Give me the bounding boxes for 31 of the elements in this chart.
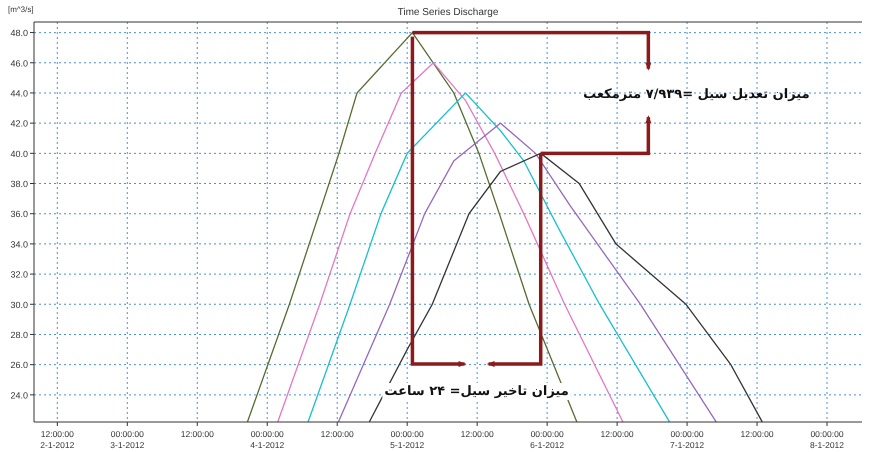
x-tick-label: 00:00:00 7-1-2012 bbox=[670, 429, 704, 450]
x-tick-label: 00:00:00 4-1-2012 bbox=[250, 429, 285, 450]
y-tick-label: 46.0 bbox=[10, 58, 28, 68]
x-tick-label: 00:00:00 8-1-2012 bbox=[810, 429, 844, 450]
y-tick-label: 30.0 bbox=[10, 300, 28, 310]
y-axis-title: [m^3/s] bbox=[8, 5, 34, 14]
y-tick-label: 28.0 bbox=[10, 330, 28, 340]
y-tick-label: 32.0 bbox=[10, 270, 28, 280]
chart-title: Time Series Discharge bbox=[398, 7, 499, 18]
x-tick-label: 12:00:00 bbox=[460, 429, 494, 439]
annotation: میزان تاخیر سیل= ۲۴ ساعت bbox=[384, 384, 569, 399]
x-tick-label: 12:00:00 bbox=[180, 429, 214, 439]
y-tick-label: 34.0 bbox=[10, 239, 28, 250]
y-tick-label: 38.0 bbox=[10, 179, 28, 190]
x-tick-label: 00:00:00 5-1-2012 bbox=[390, 429, 424, 450]
x-tick-label: 00:00:00 6-1-2012 bbox=[530, 429, 564, 450]
y-tick-label: 48.0 bbox=[10, 28, 28, 38]
y-tick-label: 26.0 bbox=[10, 360, 28, 370]
y-tick-label: 40.0 bbox=[10, 148, 28, 159]
y-tick-label: 42.0 bbox=[10, 118, 28, 129]
line-series bbox=[246, 32, 578, 423]
x-tick-label: 12:00:00 2-1-2012 bbox=[40, 429, 75, 450]
x-tick-label: 00:00:00 3-1-2012 bbox=[110, 429, 145, 450]
line-series bbox=[338, 122, 717, 423]
x-tick-label: 12:00:00 bbox=[600, 429, 634, 439]
y-tick-label: 44.0 bbox=[10, 88, 28, 98]
y-tick-label: 24.0 bbox=[10, 390, 28, 400]
x-tick-label: 12:00:00 bbox=[320, 429, 354, 439]
y-tick-label: 36.0 bbox=[10, 209, 28, 220]
annotation: میزان تعدیل سیل =۷/۹۳۹ مترمکعب bbox=[583, 86, 810, 102]
x-tick-label: 12:00:00 bbox=[740, 429, 774, 439]
